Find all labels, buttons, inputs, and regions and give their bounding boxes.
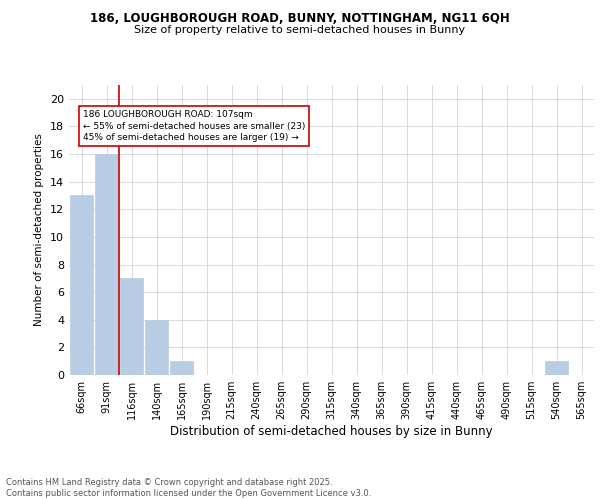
Bar [545,361,568,375]
Bar [120,278,143,375]
X-axis label: Distribution of semi-detached houses by size in Bunny: Distribution of semi-detached houses by … [170,425,493,438]
Text: 186 LOUGHBOROUGH ROAD: 107sqm
← 55% of semi-detached houses are smaller (23)
45%: 186 LOUGHBOROUGH ROAD: 107sqm ← 55% of s… [83,110,305,142]
Bar [145,320,168,375]
Bar [95,154,118,375]
Bar [70,196,93,375]
Text: 186, LOUGHBOROUGH ROAD, BUNNY, NOTTINGHAM, NG11 6QH: 186, LOUGHBOROUGH ROAD, BUNNY, NOTTINGHA… [90,12,510,26]
Y-axis label: Number of semi-detached properties: Number of semi-detached properties [34,134,44,326]
Text: Size of property relative to semi-detached houses in Bunny: Size of property relative to semi-detach… [134,25,466,35]
Bar [170,361,193,375]
Text: Contains HM Land Registry data © Crown copyright and database right 2025.
Contai: Contains HM Land Registry data © Crown c… [6,478,371,498]
